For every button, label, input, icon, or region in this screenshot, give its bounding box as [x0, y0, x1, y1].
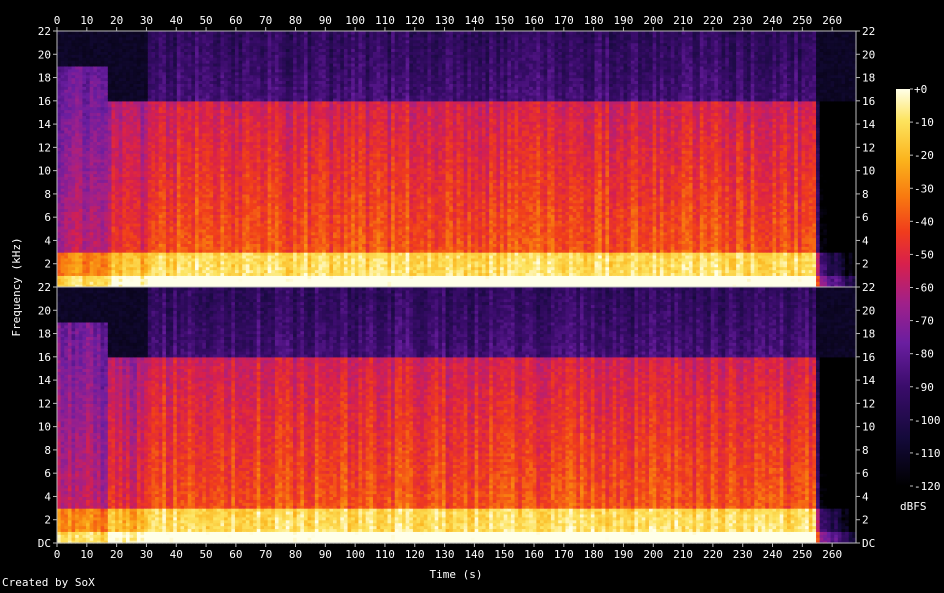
- spectrogram-cell-ch1: [177, 31, 181, 35]
- spectrogram-cell-ch1: [57, 31, 61, 35]
- spectrogram-cell-ch1: [235, 31, 239, 35]
- spectrogram-cell-ch1: [137, 31, 141, 35]
- spectrogram-cell-ch1: [133, 31, 137, 35]
- spectrogram-cell-ch1: [170, 31, 174, 35]
- spectrogram-cell-ch1: [191, 31, 195, 35]
- spectrogram-cell-ch1: [199, 31, 203, 35]
- spectrogram-cell-ch1: [206, 31, 210, 35]
- spectrogram-cell-ch1: [72, 31, 76, 35]
- spectrogram-cell-ch1: [115, 31, 119, 35]
- spectrogram-cell-ch1: [184, 31, 188, 35]
- spectrogram-cell-ch1: [141, 31, 145, 35]
- spectrogram-cell-ch1: [68, 31, 72, 35]
- spectrogram-cell-ch1: [162, 31, 166, 35]
- spectrogram-cell-ch1: [217, 31, 221, 35]
- spectrogram-cell-ch1: [144, 31, 148, 35]
- spectrogram-cell-ch1: [246, 31, 250, 35]
- spectrogram-cell-ch1: [173, 31, 177, 35]
- spectrogram-cell-ch1: [122, 31, 126, 35]
- spectrogram-cell-ch1: [101, 31, 105, 35]
- spectrogram-cell-ch1: [86, 31, 90, 35]
- spectrogram-cell-ch1: [180, 31, 184, 35]
- spectrogram-cell-ch1: [126, 31, 130, 35]
- spectrogram-cell-ch1: [210, 31, 214, 35]
- spectrogram-cell-ch1: [97, 31, 101, 35]
- spectrogram-cell-ch1: [195, 31, 199, 35]
- spectrogram-cell-ch1: [130, 31, 134, 35]
- channel-1-spectrogram: [57, 31, 857, 288]
- spectrogram-cell-ch1: [93, 31, 97, 35]
- spectrogram-cell-ch1: [228, 31, 232, 35]
- spectrogram-cell-ch1: [166, 31, 170, 35]
- spectrogram-cell-ch1: [82, 31, 86, 35]
- spectrogram-cell-ch1: [148, 31, 152, 35]
- spectrogram-cell-ch1: [151, 31, 155, 35]
- spectrogram-cell-ch1: [239, 31, 243, 35]
- spectrogram-cell-ch1: [119, 31, 123, 35]
- spectrogram-cell-ch1: [108, 31, 112, 35]
- spectrogram-cell-ch1: [155, 31, 159, 35]
- spectrogram-cell-ch1: [159, 31, 163, 35]
- spectrogram-cell-ch1: [61, 31, 65, 35]
- spectrogram-cell-ch1: [202, 31, 206, 35]
- spectrogram-cell-ch1: [104, 31, 108, 35]
- spectrogram-cell-ch1: [64, 31, 68, 35]
- spectrogram-cell-ch1: [90, 31, 94, 35]
- spectrogram-cell-ch1: [188, 31, 192, 35]
- spectrogram-cell-ch1: [242, 31, 246, 35]
- spectrogram-cell-ch1: [224, 31, 228, 35]
- spectrogram-cell-ch1: [79, 31, 83, 35]
- spectrogram-cell-ch1: [220, 31, 224, 35]
- spectrogram-cell-ch1: [111, 31, 115, 35]
- spectrogram-cell-ch1: [213, 31, 217, 35]
- spectrogram-cell-ch1: [231, 31, 235, 35]
- spectrogram-cell-ch1: [75, 31, 79, 35]
